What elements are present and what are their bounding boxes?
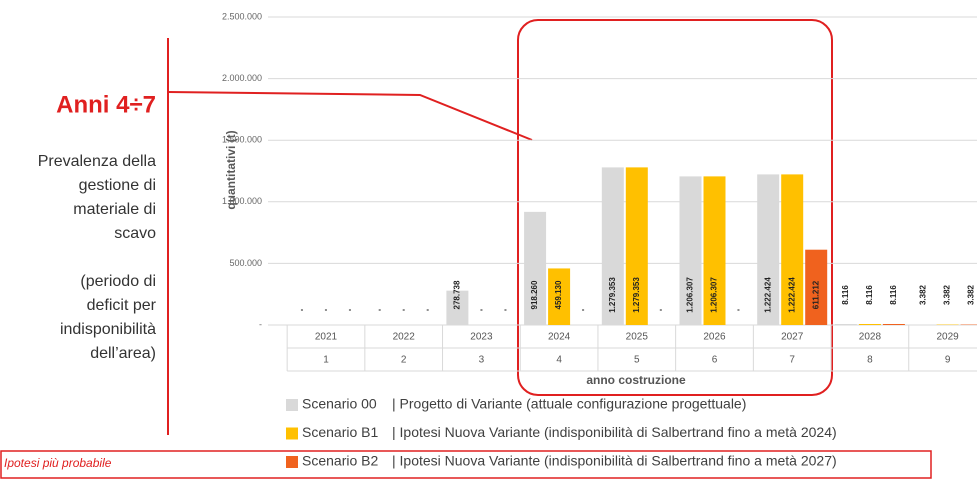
x-tick-label: 2026 <box>703 332 726 343</box>
legend-label: Scenario B1 <box>302 424 378 440</box>
value-label: 278.738 <box>453 280 462 309</box>
bar <box>757 174 780 325</box>
highlight-box <box>517 19 833 396</box>
value-label: - <box>301 305 304 314</box>
value-label: - <box>582 305 585 314</box>
value-label: - <box>378 305 381 314</box>
value-label: 1.222.424 <box>787 277 796 313</box>
annotation-line: Prevalenza della <box>38 153 156 170</box>
x-sub-label: 2 <box>401 355 407 366</box>
value-label: - <box>325 305 328 314</box>
probable-box <box>0 450 932 479</box>
value-label: 611.212 <box>811 280 820 309</box>
value-label: 459.130 <box>554 280 563 309</box>
legend-swatch <box>286 456 298 468</box>
bar <box>834 324 857 325</box>
x-sub-label: 8 <box>867 355 873 366</box>
legend-swatch <box>286 427 298 440</box>
bar <box>781 174 804 325</box>
value-label: 3.382 <box>919 284 928 305</box>
value-label: 1.222.424 <box>763 277 772 313</box>
legend-description: | Progetto di Variante (attuale configur… <box>392 396 746 412</box>
note: Ipotesi più probabile <box>4 456 112 470</box>
y-tick-label: 2.000.000 <box>222 73 262 83</box>
value-label: - <box>426 305 429 314</box>
value-label: - <box>349 305 352 314</box>
x-tick-label: 2028 <box>859 332 882 343</box>
x-sub-label: 7 <box>789 355 795 366</box>
value-label: 8.116 <box>841 285 850 305</box>
y-tick-label: - <box>259 319 262 329</box>
pointer-line <box>167 91 533 141</box>
x-tick-label: 2027 <box>781 332 804 343</box>
bar <box>858 324 881 325</box>
value-label: 3.382 <box>967 284 976 305</box>
value-label: - <box>504 305 507 314</box>
value-label: 918.260 <box>530 280 539 309</box>
value-label: - <box>402 305 405 314</box>
x-tick-label: 2024 <box>548 332 571 343</box>
bar <box>548 268 571 325</box>
annotation-line: deficit per <box>87 297 157 314</box>
annotation-line: (periodo di <box>80 273 156 290</box>
value-label: - <box>480 305 483 314</box>
x-sub-label: 6 <box>712 355 718 366</box>
value-label: 1.206.307 <box>710 277 719 313</box>
legend-description: | Ipotesi Nuova Variante (indisponibilit… <box>392 453 837 469</box>
annotation-line: materiale di <box>73 201 156 218</box>
x-sub-label: 3 <box>479 355 485 366</box>
y-tick-label: 500.000 <box>229 258 262 268</box>
legend-label: Scenario B2 <box>302 453 378 469</box>
x-tick-label: 2023 <box>470 332 493 343</box>
bar <box>625 167 648 325</box>
x-sub-label: 5 <box>634 355 640 366</box>
y-tick-label: 1.000.000 <box>222 196 262 206</box>
value-label: 3.382 <box>943 284 952 305</box>
bar <box>882 324 905 325</box>
value-label: 1.279.353 <box>632 277 641 313</box>
x-tick-label: 2021 <box>315 332 338 343</box>
y-tick-label: 2.500.000 <box>222 11 262 21</box>
bar <box>446 290 469 325</box>
y-axis-label: quantitativi (t) <box>224 130 238 209</box>
value-label: - <box>737 305 740 314</box>
x-tick-label: 2022 <box>393 332 416 343</box>
annotation-line: indisponibilità <box>60 321 156 338</box>
value-label: 8.116 <box>889 285 898 305</box>
annotation-line: gestione di <box>79 177 156 194</box>
x-sub-label: 9 <box>945 355 951 366</box>
legend-description: | Ipotesi Nuova Variante (indisponibilit… <box>392 424 837 440</box>
bar <box>524 211 547 325</box>
legend-label: Scenario 00 <box>302 396 377 412</box>
x-sub-label: 4 <box>556 355 562 366</box>
legend-swatch <box>286 399 298 411</box>
annotation-title: Anni 4÷7 <box>56 91 156 118</box>
x-tick-label: 2029 <box>936 332 959 343</box>
value-label: 1.279.353 <box>608 277 617 313</box>
annotation-line: scavo <box>114 225 156 242</box>
x-sub-label: 1 <box>323 355 329 366</box>
bar <box>679 176 702 325</box>
value-label: 1.206.307 <box>686 277 695 313</box>
bar <box>601 167 624 325</box>
x-tick-label: 2025 <box>626 332 649 343</box>
annotation-line: dell’area) <box>90 345 156 362</box>
value-label: - <box>659 305 662 314</box>
bar <box>805 249 828 325</box>
x-axis-label: anno costruzione <box>586 373 686 387</box>
y-tick-label: 1.500.000 <box>222 135 262 145</box>
bar <box>703 176 726 325</box>
value-label: 8.116 <box>865 285 874 305</box>
